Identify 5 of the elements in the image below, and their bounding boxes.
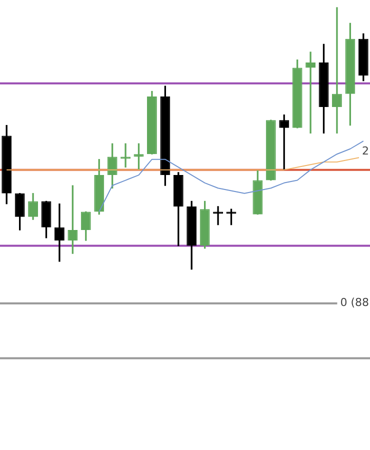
candlestick (306, 52, 316, 134)
annotation: 2 (362, 144, 369, 158)
candlestick (332, 7, 342, 134)
annotation: 0 (88 (340, 296, 369, 310)
candlestick (54, 204, 64, 262)
